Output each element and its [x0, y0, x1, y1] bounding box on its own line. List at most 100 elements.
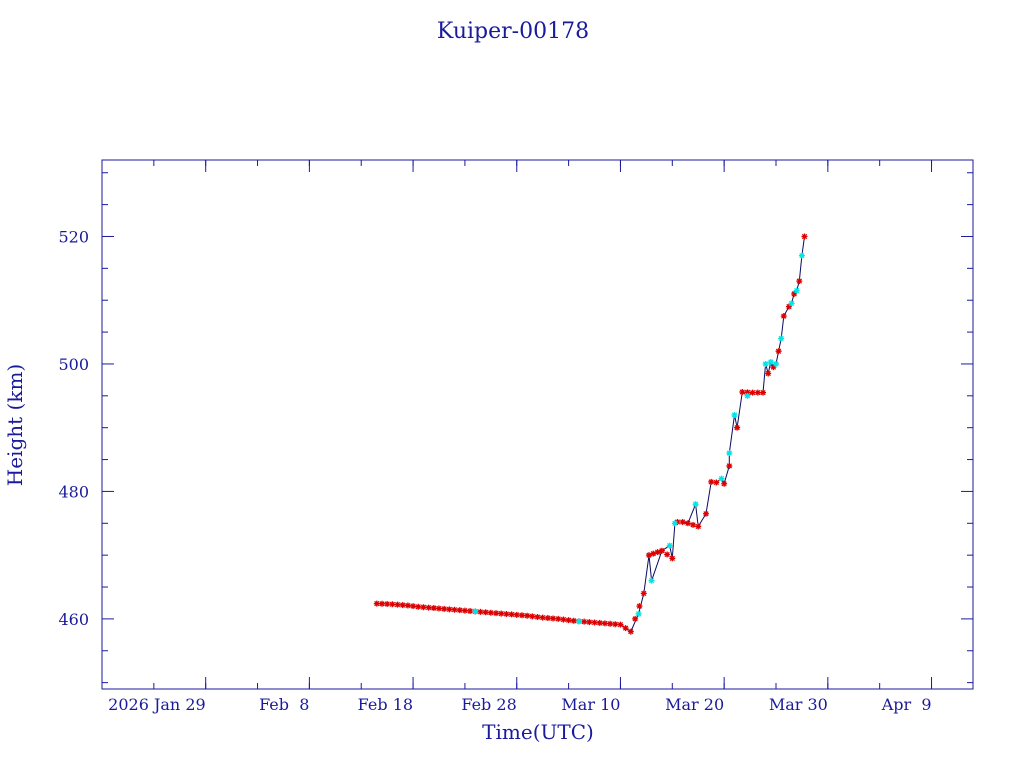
series-primary-point: [617, 621, 624, 628]
series-primary-point: [744, 389, 751, 396]
series-primary-point: [555, 615, 562, 622]
series-primary-point: [550, 615, 557, 622]
series-primary-point: [726, 462, 733, 469]
y-tick-label: 480: [58, 482, 89, 501]
series-primary-point: [760, 389, 767, 396]
series-primary-point: [430, 605, 437, 612]
series-primary-point: [690, 521, 697, 528]
series-primary-point: [565, 617, 572, 624]
series-primary-point: [404, 602, 411, 609]
series-secondary-point: [772, 360, 779, 367]
series-primary-point: [503, 611, 510, 618]
series-primary-point: [456, 607, 463, 614]
series-primary-point: [632, 615, 639, 622]
series-secondary-point: [744, 392, 751, 399]
series-primary-point: [650, 550, 657, 557]
x-tick-label: Feb 18: [358, 695, 413, 714]
series-secondary-point: [793, 287, 800, 294]
series-primary-point: [441, 605, 448, 612]
x-tick-label: Mar 10: [561, 695, 620, 714]
series-primary-point: [664, 551, 671, 558]
y-axis-ticks: [102, 172, 973, 684]
series-line: [376, 236, 805, 633]
series-primary-point: [420, 604, 427, 611]
series-primary-point: [524, 612, 531, 619]
series-primary-point: [384, 601, 391, 608]
series-primary-point: [596, 619, 603, 626]
series-primary-point: [796, 278, 803, 285]
series-primary-point: [581, 618, 588, 625]
x-tick-label: Feb 28: [461, 695, 516, 714]
series-secondary-point: [788, 300, 795, 307]
series-secondary-point: [726, 450, 733, 457]
series-primary-point: [607, 620, 614, 627]
series-primary-point: [508, 611, 515, 618]
series-primary-point: [739, 388, 746, 395]
x-tick-label: Apr 9: [881, 695, 932, 714]
series-primary-point: [461, 607, 468, 614]
series-secondary-point: [798, 252, 805, 259]
series-primary-point: [754, 389, 761, 396]
y-tick-label: 500: [58, 355, 89, 374]
series-primary-point: [601, 620, 608, 627]
x-axis-label: Time(UTC): [482, 720, 594, 744]
series-primary-point: [591, 619, 598, 626]
series-primary-point: [636, 603, 643, 610]
series-primary-point: [487, 609, 494, 616]
series-primary-point: [669, 555, 676, 562]
series-secondary-point: [575, 618, 582, 625]
series-primary-point: [645, 552, 652, 559]
series-primary-point: [477, 608, 484, 615]
series-primary-point: [785, 303, 792, 310]
series-primary-point: [529, 613, 536, 620]
series-primary-point: [801, 233, 808, 240]
series-primary-point: [482, 609, 489, 616]
series-primary-point: [674, 519, 681, 526]
series-secondary-point: [767, 359, 774, 366]
series-secondary-point: [635, 610, 642, 617]
chart-title: Kuiper-00178: [437, 19, 589, 44]
series-primary-point: [399, 602, 406, 609]
series-primary-point: [679, 519, 686, 526]
series-primary-point: [425, 604, 432, 611]
series-lines: [376, 236, 805, 633]
series-primary-point: [513, 611, 520, 618]
series-primary-point: [791, 290, 798, 297]
series-secondary-point: [648, 577, 655, 584]
x-tick-label: Mar 20: [665, 695, 724, 714]
series-primary-point: [586, 619, 593, 626]
series-primary-point: [415, 603, 422, 610]
series-primary-point: [708, 478, 715, 485]
series-markers: [373, 233, 808, 635]
series-secondary-point: [762, 360, 769, 367]
series-secondary-point: [718, 475, 725, 482]
x-tick-label: Feb 8: [259, 695, 309, 714]
series-primary-point: [627, 628, 634, 635]
series-primary-point: [658, 547, 665, 554]
series-secondary-point: [671, 520, 678, 527]
series-primary-point: [446, 606, 453, 613]
series-primary-point: [684, 520, 691, 527]
y-axis-tick-labels: 460 480 500 520: [58, 227, 89, 628]
series-secondary-point: [472, 608, 479, 615]
series-primary-point: [770, 364, 777, 371]
series-primary-point: [451, 606, 458, 613]
series-primary-point: [695, 523, 702, 530]
series-primary-point: [721, 480, 728, 487]
series-primary-point: [654, 549, 661, 556]
series-primary-point: [775, 348, 782, 355]
series-primary-point: [518, 612, 525, 619]
series-primary-point: [560, 616, 567, 623]
series-primary-point: [734, 424, 741, 431]
y-tick-label: 520: [58, 227, 89, 246]
x-axis-ticks: [153, 160, 933, 689]
series-secondary-point: [692, 501, 699, 508]
y-axis-label: Height (km): [3, 364, 27, 486]
series-primary-point: [373, 600, 380, 607]
series-secondary-point: [731, 411, 738, 418]
series-primary-point: [539, 614, 546, 621]
series-primary-point: [389, 601, 396, 608]
series-primary-point: [378, 600, 385, 607]
series-primary-point: [493, 610, 500, 617]
